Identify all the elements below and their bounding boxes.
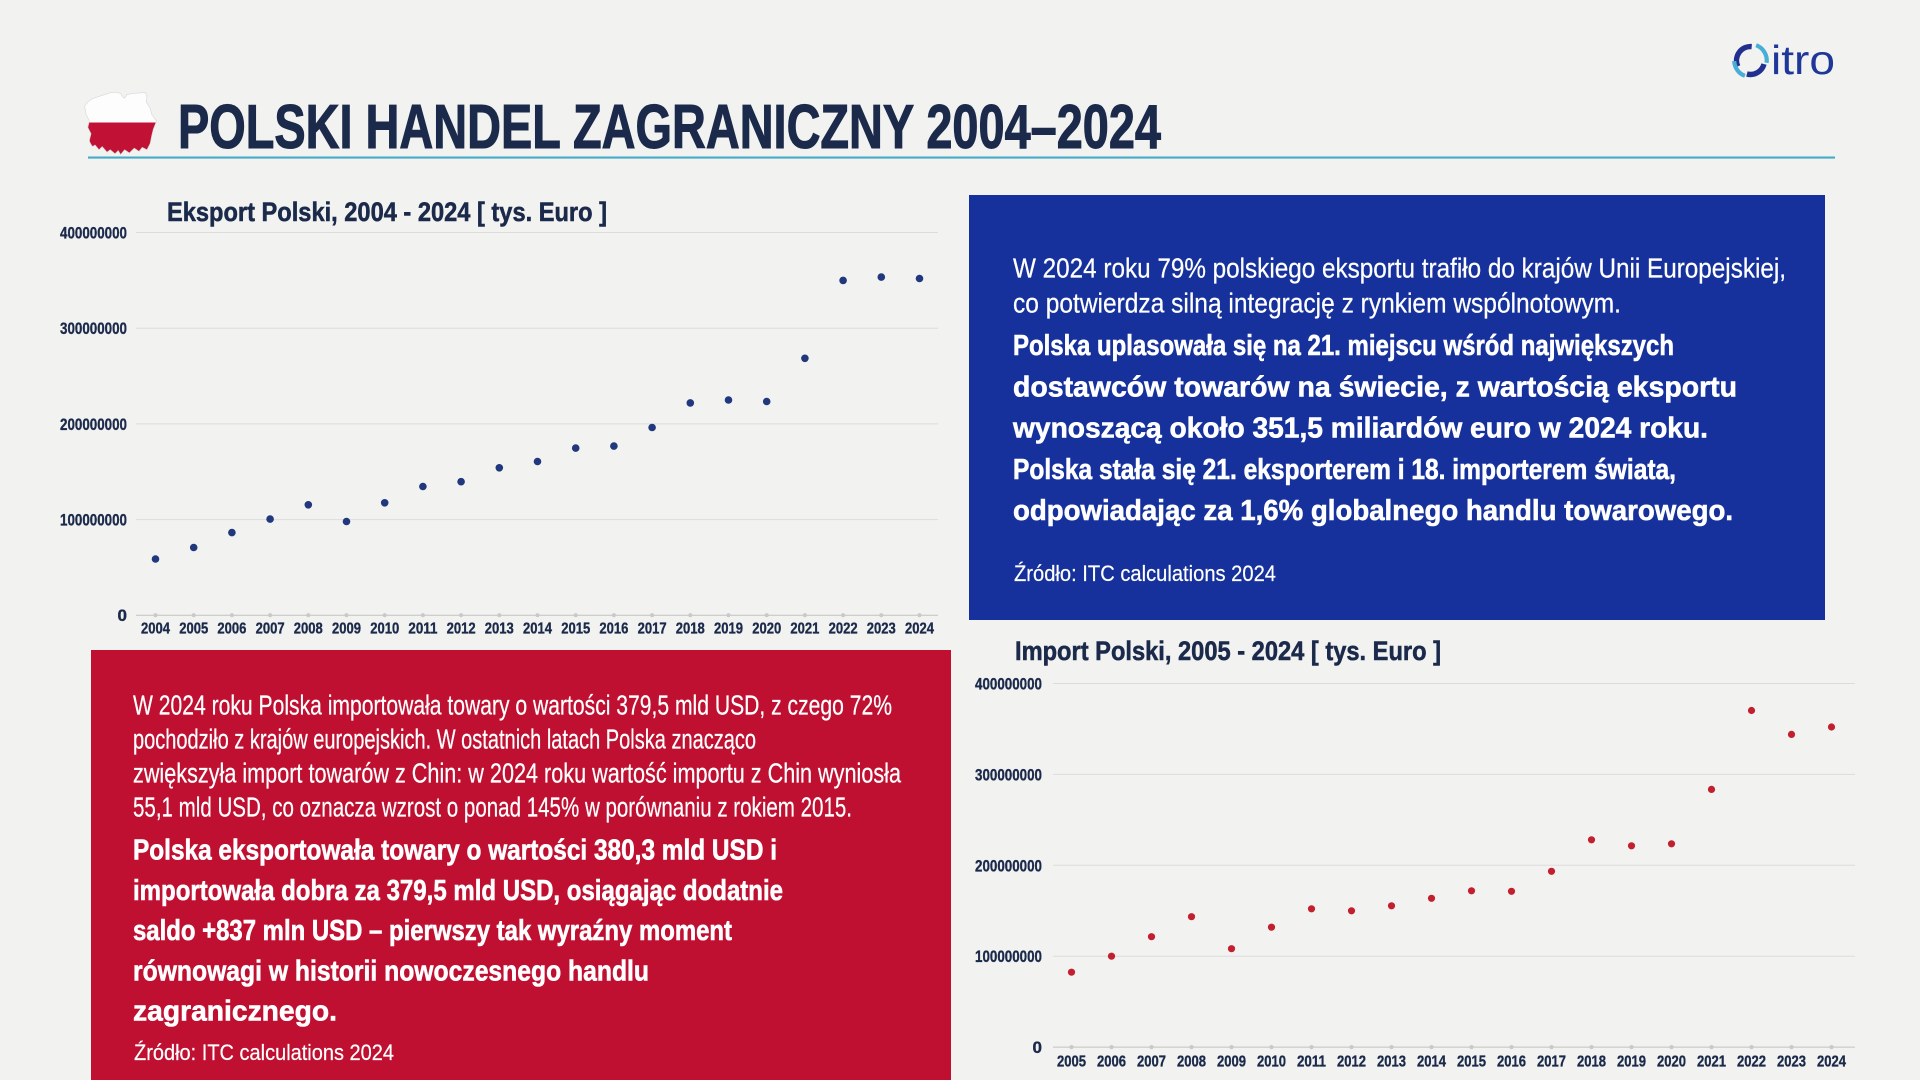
- svg-text:Import Polski, 2005 - 2024 [ t: Import Polski, 2005 - 2024 [ tys. Euro ]: [1015, 636, 1441, 666]
- svg-text:2024: 2024: [905, 621, 934, 638]
- svg-text:2018: 2018: [1577, 1054, 1606, 1071]
- svg-text:2010: 2010: [370, 621, 399, 638]
- svg-text:2007: 2007: [256, 621, 285, 638]
- svg-text:Polska stała się 21. eksporter: Polska stała się 21. eksporterem i 18. i…: [1013, 454, 1676, 486]
- svg-text:200000000: 200000000: [975, 856, 1042, 875]
- svg-text:dostawców towarów na świecie,: dostawców towarów na świecie, z wartości…: [1013, 371, 1737, 403]
- svg-text:2021: 2021: [790, 621, 819, 638]
- svg-text:0: 0: [1033, 1038, 1042, 1057]
- svg-text:2017: 2017: [638, 621, 667, 638]
- svg-text:W 2024 roku 79% polskiego eksp: W 2024 roku 79% polskiego eksportu trafi…: [1013, 253, 1786, 284]
- svg-text:2019: 2019: [1617, 1054, 1646, 1071]
- svg-text:2022: 2022: [829, 621, 858, 638]
- svg-text:100000000: 100000000: [975, 947, 1042, 966]
- svg-text:300000000: 300000000: [60, 319, 127, 338]
- svg-text:Polska eksportowała towary o w: Polska eksportowała towary o wartości 38…: [133, 835, 777, 867]
- svg-text:2013: 2013: [485, 621, 514, 638]
- svg-text:2006: 2006: [1097, 1054, 1126, 1071]
- svg-text:itro: itro: [1771, 37, 1835, 83]
- svg-text:2011: 2011: [408, 621, 437, 638]
- svg-text:2016: 2016: [1497, 1054, 1526, 1071]
- svg-text:2010: 2010: [1257, 1054, 1286, 1071]
- svg-text:2021: 2021: [1697, 1054, 1726, 1071]
- svg-text:2007: 2007: [1137, 1054, 1166, 1071]
- svg-text:Eksport Polski, 2004 - 2024 [: Eksport Polski, 2004 - 2024 [ tys. Euro …: [167, 197, 607, 227]
- svg-text:2013: 2013: [1377, 1054, 1406, 1071]
- svg-text:zwiększyła import towarów z Ch: zwiększyła import towarów z Chin: w 2024…: [133, 757, 901, 788]
- svg-text:Źródło: ITC calculations 2024: Źródło: ITC calculations 2024: [1014, 561, 1276, 586]
- svg-text:POLSKI HANDEL ZAGRANICZNY 2004: POLSKI HANDEL ZAGRANICZNY 2004–2024: [178, 93, 1161, 162]
- svg-text:W 2024 roku Polska importowała: W 2024 roku Polska importowała towary o …: [133, 689, 892, 720]
- svg-text:Polska uplasowała się na 21. m: Polska uplasowała się na 21. miejscu wśr…: [1013, 330, 1674, 362]
- svg-text:2008: 2008: [294, 621, 323, 638]
- svg-text:Źródło: ITC calculations 2024: Źródło: ITC calculations 2024: [134, 1040, 394, 1065]
- svg-text:2005: 2005: [179, 621, 208, 638]
- svg-text:2023: 2023: [1777, 1054, 1806, 1071]
- svg-text:2020: 2020: [1657, 1054, 1686, 1071]
- svg-text:zagranicznego.: zagranicznego.: [133, 996, 337, 1028]
- svg-text:55,1 mld USD, co oznacza wzros: 55,1 mld USD, co oznacza wzrost o ponad …: [133, 792, 852, 823]
- svg-text:2005: 2005: [1057, 1054, 1086, 1071]
- svg-text:2004: 2004: [141, 621, 170, 638]
- svg-text:co potwierdza silną integrację: co potwierdza silną integrację z rynkiem…: [1013, 288, 1621, 319]
- svg-text:2018: 2018: [676, 621, 705, 638]
- svg-text:400000000: 400000000: [60, 224, 127, 243]
- svg-text:200000000: 200000000: [60, 415, 127, 434]
- svg-text:2008: 2008: [1177, 1054, 1206, 1071]
- svg-text:2023: 2023: [867, 621, 896, 638]
- svg-text:0: 0: [118, 606, 127, 625]
- svg-text:2020: 2020: [752, 621, 781, 638]
- svg-text:odpowiadając za 1,6% globalneg: odpowiadając za 1,6% globalnego handlu t…: [1013, 495, 1733, 527]
- svg-text:2016: 2016: [599, 621, 628, 638]
- svg-text:równowagi w historii nowoczesn: równowagi w historii nowoczesnego handlu: [133, 955, 649, 987]
- svg-text:2024: 2024: [1817, 1054, 1846, 1071]
- svg-text:100000000: 100000000: [60, 511, 127, 530]
- svg-text:2022: 2022: [1737, 1054, 1766, 1071]
- svg-text:2015: 2015: [1457, 1054, 1486, 1071]
- svg-text:2006: 2006: [217, 621, 246, 638]
- svg-text:2019: 2019: [714, 621, 743, 638]
- svg-text:wynoszącą około 351,5 miliardó: wynoszącą około 351,5 miliardów euro w 2…: [1012, 413, 1708, 445]
- svg-text:2009: 2009: [1217, 1054, 1246, 1071]
- svg-text:2012: 2012: [1337, 1054, 1366, 1071]
- svg-text:400000000: 400000000: [975, 675, 1042, 694]
- svg-text:2012: 2012: [447, 621, 476, 638]
- svg-text:2009: 2009: [332, 621, 361, 638]
- svg-text:2011: 2011: [1297, 1054, 1326, 1071]
- svg-text:importowała dobra za 379,5 mld: importowała dobra za 379,5 mld USD, osią…: [133, 875, 783, 907]
- svg-text:2017: 2017: [1537, 1054, 1566, 1071]
- svg-text:2015: 2015: [561, 621, 590, 638]
- svg-text:pochodziło z krajów europejski: pochodziło z krajów europejskich. W osta…: [133, 723, 756, 754]
- svg-text:saldo +837 mln USD – pierwszy: saldo +837 mln USD – pierwszy tak wyraźn…: [133, 915, 732, 947]
- svg-text:300000000: 300000000: [975, 765, 1042, 784]
- svg-text:2014: 2014: [523, 621, 552, 638]
- svg-text:2014: 2014: [1417, 1054, 1446, 1071]
